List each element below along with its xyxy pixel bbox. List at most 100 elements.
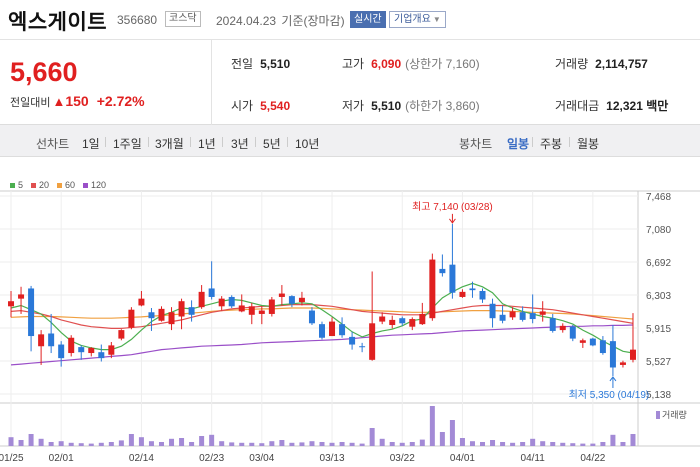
tab-1day[interactable]: 1일	[82, 137, 100, 151]
volume-bar	[38, 438, 44, 446]
open-value: 5,540	[260, 99, 291, 113]
y-tick-label: 6,692	[646, 258, 671, 269]
change-label: 전일대비	[10, 97, 51, 109]
volume-legend-swatch	[656, 411, 660, 419]
candle-down	[609, 341, 616, 368]
high-label: 고가	[342, 57, 365, 71]
change-row: 전일대비 ▲150 +2.72%	[10, 93, 145, 110]
volume-bar	[429, 406, 435, 446]
company-overview-label: 기업개요	[394, 14, 431, 25]
ma5-line	[10, 282, 634, 354]
legend-ma20-label: 20	[39, 180, 50, 190]
volume-bar	[600, 442, 606, 446]
volume-bar	[229, 442, 235, 446]
legend-ma120: 120	[83, 180, 106, 190]
volume-bar	[28, 434, 34, 446]
candle-up	[118, 330, 125, 339]
volume-bar	[439, 432, 445, 446]
amount-label: 거래대금	[555, 99, 600, 113]
volume-bar	[299, 442, 305, 446]
candle-up	[429, 259, 436, 319]
candle-up	[8, 301, 15, 307]
y-tick-label: 5,138	[646, 390, 671, 401]
tab-daily[interactable]: 일봉	[507, 137, 530, 151]
candle-down	[339, 324, 346, 336]
tab-divider	[255, 137, 256, 147]
x-tick-label: 03/04	[249, 453, 274, 464]
candle-up	[198, 291, 205, 308]
volume-bar	[48, 442, 54, 446]
volume-bar	[269, 441, 275, 446]
tab-1year[interactable]: 1년	[198, 137, 216, 151]
volume-bar	[58, 441, 64, 446]
candle-down	[519, 312, 526, 320]
tab-weekly[interactable]: 주봉	[540, 137, 563, 151]
volume-bar	[8, 437, 14, 446]
candle-down	[549, 318, 556, 331]
candle-up	[138, 298, 145, 306]
tab-10year[interactable]: 10년	[295, 137, 320, 151]
realtime-button[interactable]: 실시간	[350, 11, 386, 28]
x-tick-label: 02/14	[129, 453, 154, 464]
lower-limit: (하한가 3,860)	[405, 99, 480, 113]
volume-bar	[189, 442, 195, 446]
volume-bar	[520, 442, 526, 446]
candle-down	[569, 326, 576, 339]
ma120-line	[10, 324, 634, 366]
candle-up	[38, 334, 45, 347]
tab-1week[interactable]: 1주일	[113, 137, 142, 151]
legend-swatch	[83, 183, 89, 189]
candle-up	[178, 301, 185, 317]
volume: 거래량 2,114,757	[555, 55, 648, 72]
chart-background	[0, 191, 700, 467]
legend-ma5-label: 5	[18, 180, 24, 190]
candle-down	[48, 333, 55, 347]
candle-up	[168, 312, 175, 325]
tab-5year[interactable]: 5년	[263, 137, 281, 151]
ma-legend: 5 20 60 120	[10, 180, 106, 190]
candle-up	[258, 310, 265, 314]
volume-bar	[98, 442, 104, 446]
min-arrow-head	[609, 376, 617, 382]
volume-label: 거래량	[555, 57, 589, 71]
company-overview-dropdown[interactable]: 기업개요 ▼	[389, 11, 446, 28]
candle-up	[128, 309, 135, 328]
tab-3year[interactable]: 3년	[231, 137, 249, 151]
volume-bar	[379, 438, 385, 446]
volume-bar	[459, 438, 465, 446]
volume-bar	[359, 443, 365, 446]
legend-swatch	[10, 183, 15, 189]
low-value: 5,510	[371, 99, 402, 113]
legend-ma5: 5	[10, 180, 23, 190]
candle-down	[78, 347, 85, 353]
volume-bar	[279, 440, 285, 446]
volume-bar	[319, 442, 325, 446]
prev-close: 전일 5,510	[231, 55, 290, 72]
volume-bar	[209, 434, 215, 446]
candle-up	[268, 299, 275, 314]
tab-monthly[interactable]: 월봉	[577, 137, 600, 151]
candle-up	[108, 345, 115, 355]
min-price-annotation: 최저 5,350 (04/19)	[569, 389, 650, 401]
candle-down	[208, 288, 215, 297]
x-tick-label: 01/25	[0, 453, 24, 464]
legend-ma20: 20	[31, 180, 49, 190]
volume-bar	[169, 438, 175, 446]
volume-bar	[469, 441, 475, 446]
max-arrow-head	[449, 218, 456, 224]
legend-swatch	[31, 183, 37, 189]
volume-bar	[500, 442, 506, 446]
volume-bar	[158, 442, 164, 446]
volume-bar	[249, 442, 255, 446]
change-value: 150	[65, 93, 89, 109]
x-tick-label: 03/22	[390, 453, 415, 464]
candle-up	[559, 325, 566, 331]
volume-bar	[550, 442, 556, 446]
candle-up	[278, 293, 285, 297]
tab-3month[interactable]: 3개월	[155, 137, 184, 151]
volume-bar	[560, 442, 566, 446]
volume-bar	[620, 442, 626, 446]
high-price: 고가 6,090 (상한가 7,160)	[342, 55, 480, 72]
candle-up	[18, 294, 25, 299]
candle-down	[58, 344, 65, 359]
